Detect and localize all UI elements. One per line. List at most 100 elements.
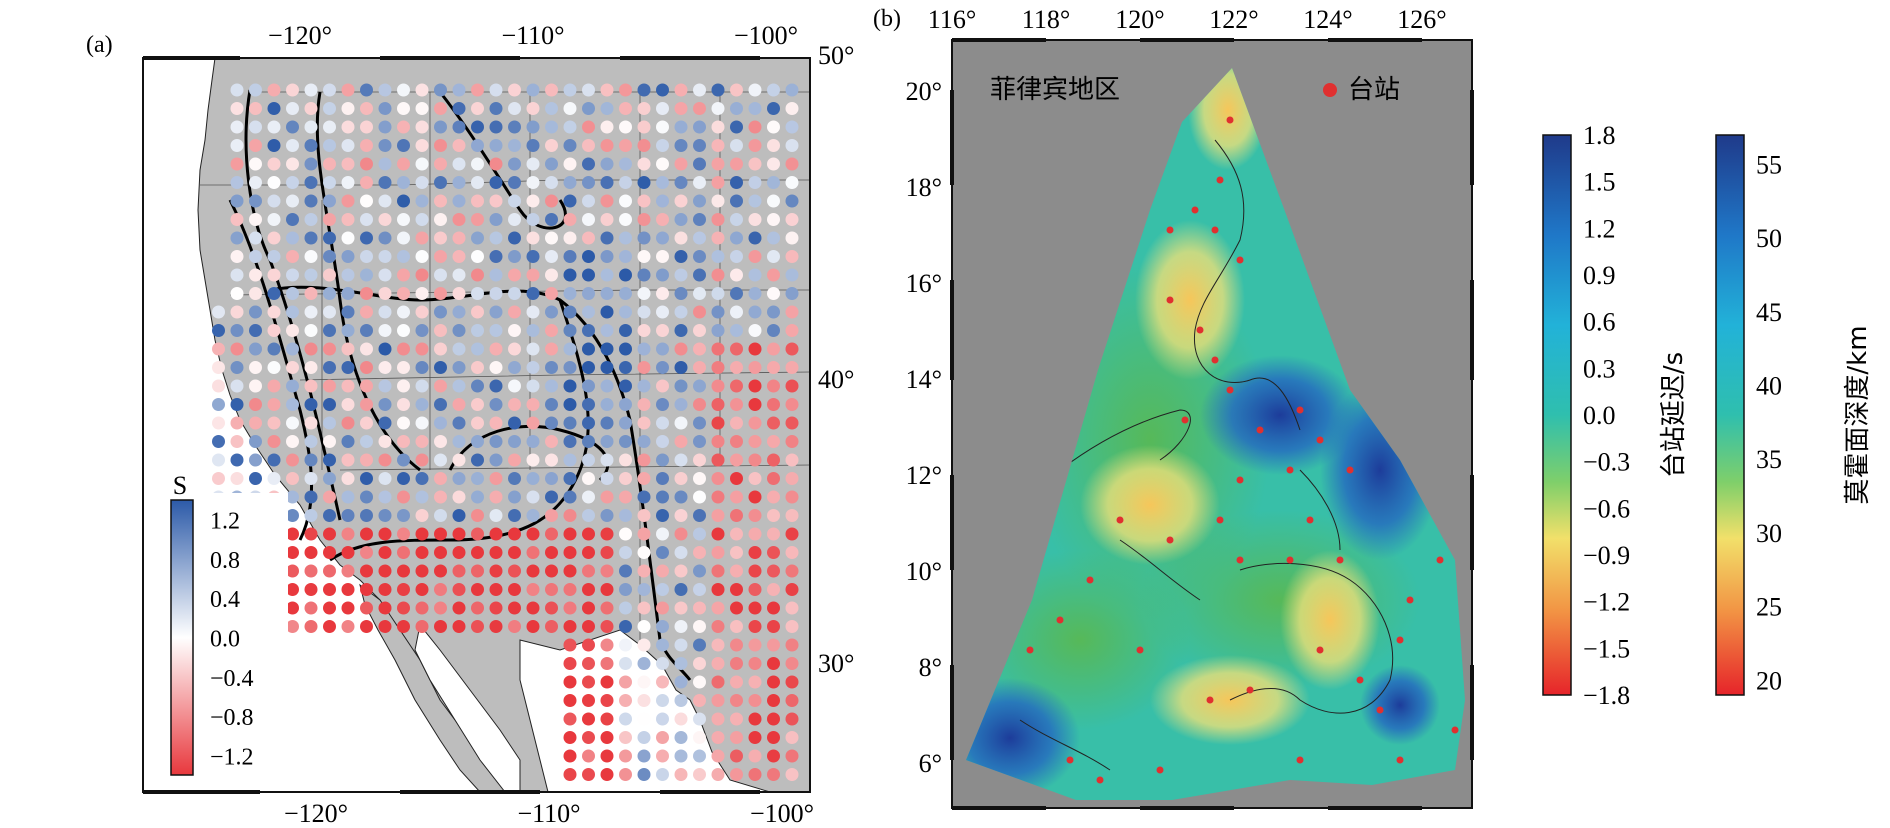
- station-dot: [526, 435, 540, 448]
- station-dot: [656, 527, 669, 541]
- station-dot: [415, 176, 429, 189]
- station-dot: [526, 102, 540, 115]
- station-dot: [378, 527, 392, 541]
- station-dot: [767, 694, 780, 707]
- station-dot: [693, 527, 706, 541]
- station-dot: [286, 231, 299, 245]
- station-dot: [656, 731, 669, 744]
- station-dot: [748, 768, 762, 781]
- station-dot: [286, 194, 299, 208]
- station-dot: [434, 305, 447, 319]
- station-dot: [656, 546, 669, 559]
- station-dot: [711, 416, 725, 430]
- station-dot: [452, 527, 466, 541]
- station-dot: [489, 583, 503, 596]
- station-dot: [471, 102, 484, 115]
- station-dot: [471, 231, 484, 245]
- station-dot: [471, 176, 484, 189]
- station-dot: [563, 472, 577, 485]
- station-dot: [378, 268, 392, 282]
- station-dot: [730, 564, 743, 578]
- colorbar-tick-label: 1.2: [1583, 214, 1616, 243]
- station-dot: [471, 379, 484, 393]
- station-dot: [693, 324, 706, 337]
- station-dot: [767, 638, 780, 652]
- station-dot: [563, 731, 577, 744]
- station-dot: [267, 194, 281, 208]
- station-dot: [397, 213, 410, 226]
- station-dot: [656, 398, 669, 411]
- station-dot: [212, 361, 225, 374]
- station-dot: [378, 324, 392, 337]
- station-dot: [526, 231, 540, 245]
- station-dot: [600, 675, 614, 689]
- station-marker: [1226, 386, 1234, 394]
- station-dot: [563, 102, 577, 115]
- station-dot: [304, 120, 318, 134]
- panel-b-label: (b): [873, 6, 901, 32]
- station-dot: [582, 453, 595, 467]
- station-dot: [748, 231, 762, 245]
- station-dot: [360, 157, 373, 171]
- station-dot: [619, 435, 632, 448]
- station-dot: [323, 120, 336, 134]
- station-dot: [582, 213, 595, 226]
- station-dot: [656, 638, 669, 652]
- station-marker: [1296, 406, 1304, 414]
- station-dot: [397, 176, 410, 189]
- tick-label: −120°: [268, 21, 332, 50]
- station-dot: [360, 361, 373, 374]
- station-dot: [600, 213, 614, 226]
- station-dot: [600, 379, 614, 393]
- station-dot: [785, 546, 799, 559]
- station-dot: [286, 120, 299, 134]
- station-dot: [471, 472, 484, 485]
- station-dot: [323, 472, 336, 485]
- station-dot: [656, 583, 669, 596]
- station-dot: [249, 102, 262, 115]
- station-dot: [637, 620, 651, 633]
- station-dot: [304, 361, 318, 374]
- station-dot: [323, 342, 336, 356]
- station-dot: [711, 749, 725, 763]
- station-dot: [434, 472, 447, 485]
- station-dot: [286, 287, 299, 300]
- station-dot: [304, 435, 318, 448]
- station-marker: [1316, 436, 1324, 444]
- station-dot: [489, 546, 503, 559]
- station-dot: [674, 583, 688, 596]
- station-dot: [582, 361, 595, 374]
- station-dot: [249, 213, 262, 226]
- station-dot: [489, 416, 503, 430]
- station-dot: [415, 268, 429, 282]
- station-dot: [489, 213, 503, 226]
- station-dot: [434, 546, 447, 559]
- station-dot: [711, 472, 725, 485]
- station-dot: [415, 398, 429, 411]
- station-dot: [267, 435, 281, 448]
- station-dot: [286, 564, 299, 578]
- station-dot: [489, 139, 503, 152]
- station-dot: [656, 379, 669, 393]
- station-dot: [767, 194, 780, 208]
- station-dot: [526, 472, 540, 485]
- station-dot: [674, 657, 688, 670]
- station-marker: [1166, 536, 1174, 544]
- station-dot: [600, 305, 614, 319]
- station-dot: [730, 749, 743, 763]
- station-dot: [563, 768, 577, 781]
- station-dot: [508, 435, 521, 448]
- station-dot: [767, 231, 780, 245]
- station-marker: [1191, 206, 1199, 214]
- station-dot: [397, 601, 410, 615]
- tick-label: −110°: [517, 799, 580, 828]
- station-dot: [434, 231, 447, 245]
- station-dot: [397, 416, 410, 430]
- station-dot: [397, 620, 410, 633]
- station-dot: [360, 398, 373, 411]
- station-dot: [563, 231, 577, 245]
- station-dot: [582, 638, 595, 652]
- station-dot: [304, 268, 318, 282]
- station-dot: [693, 268, 706, 282]
- station-dot: [323, 490, 336, 504]
